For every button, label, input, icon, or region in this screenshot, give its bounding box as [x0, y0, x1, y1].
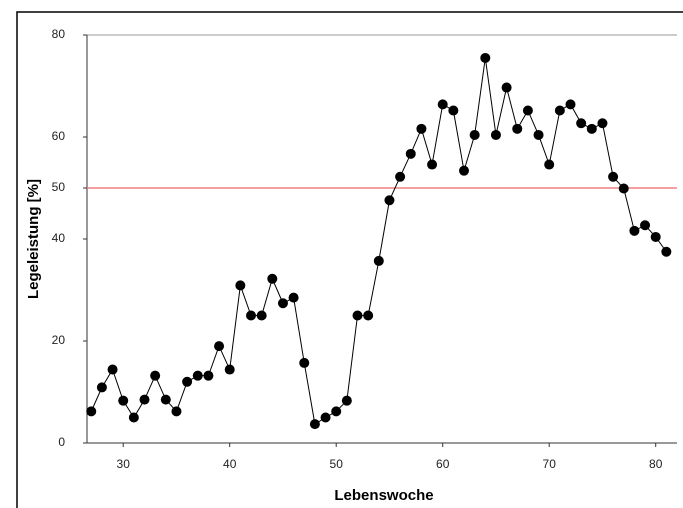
- data-line: [90, 57, 667, 425]
- x-axis-label: Lebenswoche: [334, 487, 433, 504]
- data-point: [363, 310, 374, 321]
- y-tick-label: 50: [52, 180, 66, 194]
- data-point: [341, 395, 352, 406]
- data-point: [118, 395, 129, 406]
- data-point: [416, 123, 427, 134]
- frame: [16, 11, 683, 508]
- y-tick-label: 0: [58, 435, 65, 449]
- data-point: [437, 99, 448, 110]
- data-point: [618, 183, 629, 194]
- data-point: [554, 105, 565, 116]
- data-point: [629, 225, 640, 236]
- data-point: [597, 118, 608, 129]
- data-point: [608, 171, 619, 182]
- data-point: [661, 246, 672, 257]
- data-point: [171, 406, 182, 417]
- data-point: [427, 159, 438, 170]
- data-point: [277, 298, 288, 309]
- data-point: [150, 370, 161, 381]
- data-point: [128, 412, 139, 423]
- y-tick-label: 80: [52, 27, 66, 41]
- data-point: [107, 364, 118, 375]
- data-point: [373, 255, 384, 266]
- data-point: [544, 159, 555, 170]
- data-point: [650, 231, 661, 242]
- data-point: [522, 105, 533, 116]
- data-point: [533, 129, 544, 140]
- y-tick-label: 60: [52, 129, 66, 143]
- data-point: [224, 364, 235, 375]
- data-point: [288, 292, 299, 303]
- data-point: [192, 370, 203, 381]
- data-point: [331, 406, 342, 417]
- data-point: [352, 310, 363, 321]
- data-point: [490, 129, 501, 140]
- data-point: [459, 165, 470, 176]
- data-point: [512, 123, 523, 134]
- data-point: [203, 370, 214, 381]
- x-tick-label: 40: [223, 457, 237, 471]
- x-tick-label: 50: [330, 457, 344, 471]
- x-tick-label: 60: [436, 457, 450, 471]
- data-point: [640, 220, 651, 231]
- data-point: [565, 99, 576, 110]
- x-tick-label: 80: [649, 457, 663, 471]
- data-point: [214, 341, 225, 352]
- data-point: [405, 148, 416, 159]
- data-point: [384, 195, 395, 206]
- data-point: [267, 273, 278, 284]
- data-point: [256, 310, 267, 321]
- data-point: [576, 118, 587, 129]
- y-axis-label: Legeleistung [%]: [25, 179, 42, 299]
- x-tick-label: 70: [543, 457, 557, 471]
- data-point: [448, 105, 459, 116]
- data-point: [139, 394, 150, 405]
- data-point: [320, 412, 331, 423]
- y-tick-label: 20: [52, 333, 66, 347]
- data-point: [96, 382, 107, 393]
- data-point: [182, 376, 193, 387]
- data-point: [299, 357, 310, 368]
- data-point: [469, 129, 480, 140]
- y-tick-label: 40: [52, 231, 66, 245]
- data-point: [480, 52, 491, 63]
- data-point: [501, 82, 512, 93]
- data-point: [395, 171, 406, 182]
- data-point: [246, 310, 257, 321]
- data-point: [86, 406, 97, 417]
- data-point: [235, 280, 246, 291]
- data-point: [160, 394, 171, 405]
- data-point: [309, 419, 320, 430]
- x-tick-label: 30: [117, 457, 131, 471]
- data-point: [586, 123, 597, 134]
